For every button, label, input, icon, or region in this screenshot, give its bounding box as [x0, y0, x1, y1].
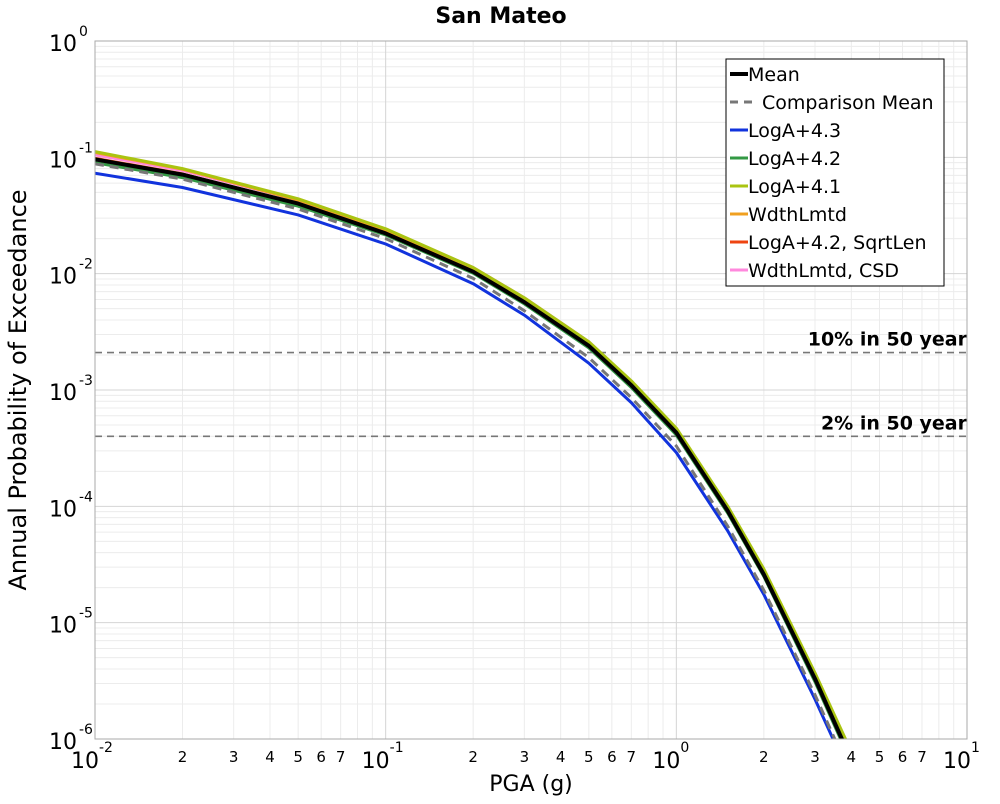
reference-line-label: 2% in 50 year [821, 412, 968, 434]
x-minor-tick-label: 2 [468, 748, 478, 766]
y-tick-label-base: 10 [49, 381, 77, 406]
x-minor-tick-label: 3 [229, 748, 239, 766]
x-minor-tick-label: 6 [898, 748, 908, 766]
plot-frame [94, 40, 968, 740]
x-tick-label-exponent: -1 [390, 740, 404, 756]
legend-label: LogA+4.1 [748, 176, 841, 198]
legend-label: LogA+4.3 [748, 120, 841, 142]
x-minor-tick-label: 6 [316, 748, 326, 766]
legend-label: Comparison Mean [762, 92, 934, 114]
x-minor-tick-label: 5 [293, 748, 303, 766]
x-minor-tick-label: 7 [627, 748, 637, 766]
x-minor-tick-label: 2 [178, 748, 188, 766]
y-tick-label-exponent: 0 [79, 24, 88, 40]
y-tick-label-exponent: -1 [79, 140, 93, 156]
x-tick-label-exponent: 1 [971, 740, 980, 756]
x-tick-label-base: 10 [71, 749, 99, 774]
x-minor-tick-label: 6 [607, 748, 617, 766]
x-minor-tick-label: 4 [556, 748, 566, 766]
series-line [95, 150, 848, 739]
x-minor-tick-label: 5 [875, 748, 885, 766]
y-tick-label-exponent: -2 [79, 257, 93, 273]
y-tick-label-exponent: -3 [79, 373, 93, 389]
y-tick-label-exponent: -4 [79, 489, 93, 505]
series-line [95, 157, 845, 739]
x-minor-tick-label: 7 [336, 748, 346, 766]
series-line [95, 162, 837, 739]
y-tick-label-base: 10 [49, 265, 77, 290]
series-line [95, 171, 835, 739]
series-lines [95, 150, 848, 739]
y-tick-label-base: 10 [49, 497, 77, 522]
x-tick-label-exponent: -2 [99, 740, 113, 756]
legend: Mean Comparison Mean LogA+4.3 LogA+4.2 LogA+… [725, 58, 945, 287]
chart-title: San Mateo [435, 4, 566, 29]
x-tick-label-base: 10 [362, 749, 390, 774]
y-tick-label-base: 10 [49, 148, 77, 173]
y-tick-label-exponent: -5 [79, 606, 93, 622]
x-tick-label-base: 10 [943, 749, 971, 774]
x-minor-tick-label: 4 [847, 748, 857, 766]
y-tick-label-exponent: -6 [79, 722, 93, 738]
legend-label: WdthLmtd, CSD [748, 260, 899, 282]
x-minor-tick-label: 5 [584, 748, 594, 766]
legend-label: LogA+4.2 [748, 148, 841, 170]
x-minor-tick-label: 7 [917, 748, 927, 766]
y-tick-label-base: 10 [49, 614, 77, 639]
y-tick-label-base: 10 [49, 730, 77, 755]
x-minor-tick-label: 2 [759, 748, 769, 766]
legend-label: LogA+4.2, SqrtLen [748, 232, 927, 254]
legend-label: Mean [748, 64, 800, 86]
x-minor-tick-label: 3 [810, 748, 820, 766]
x-axis-label: PGA (g) [489, 772, 573, 797]
y-tick-label-base: 10 [49, 32, 77, 57]
y-axis-label: Annual Probability of Exceedance [4, 189, 32, 590]
x-minor-tick-label: 4 [265, 748, 275, 766]
legend-label: WdthLmtd [748, 204, 847, 226]
x-tick-label-base: 10 [652, 749, 680, 774]
x-tick-label-exponent: 0 [680, 740, 689, 756]
reference-line-label: 10% in 50 year [808, 329, 968, 351]
reference-lines: 10% in 50 year 2% in 50 year [95, 329, 968, 438]
legend-box [725, 58, 945, 287]
x-minor-tick-label: 3 [520, 748, 530, 766]
